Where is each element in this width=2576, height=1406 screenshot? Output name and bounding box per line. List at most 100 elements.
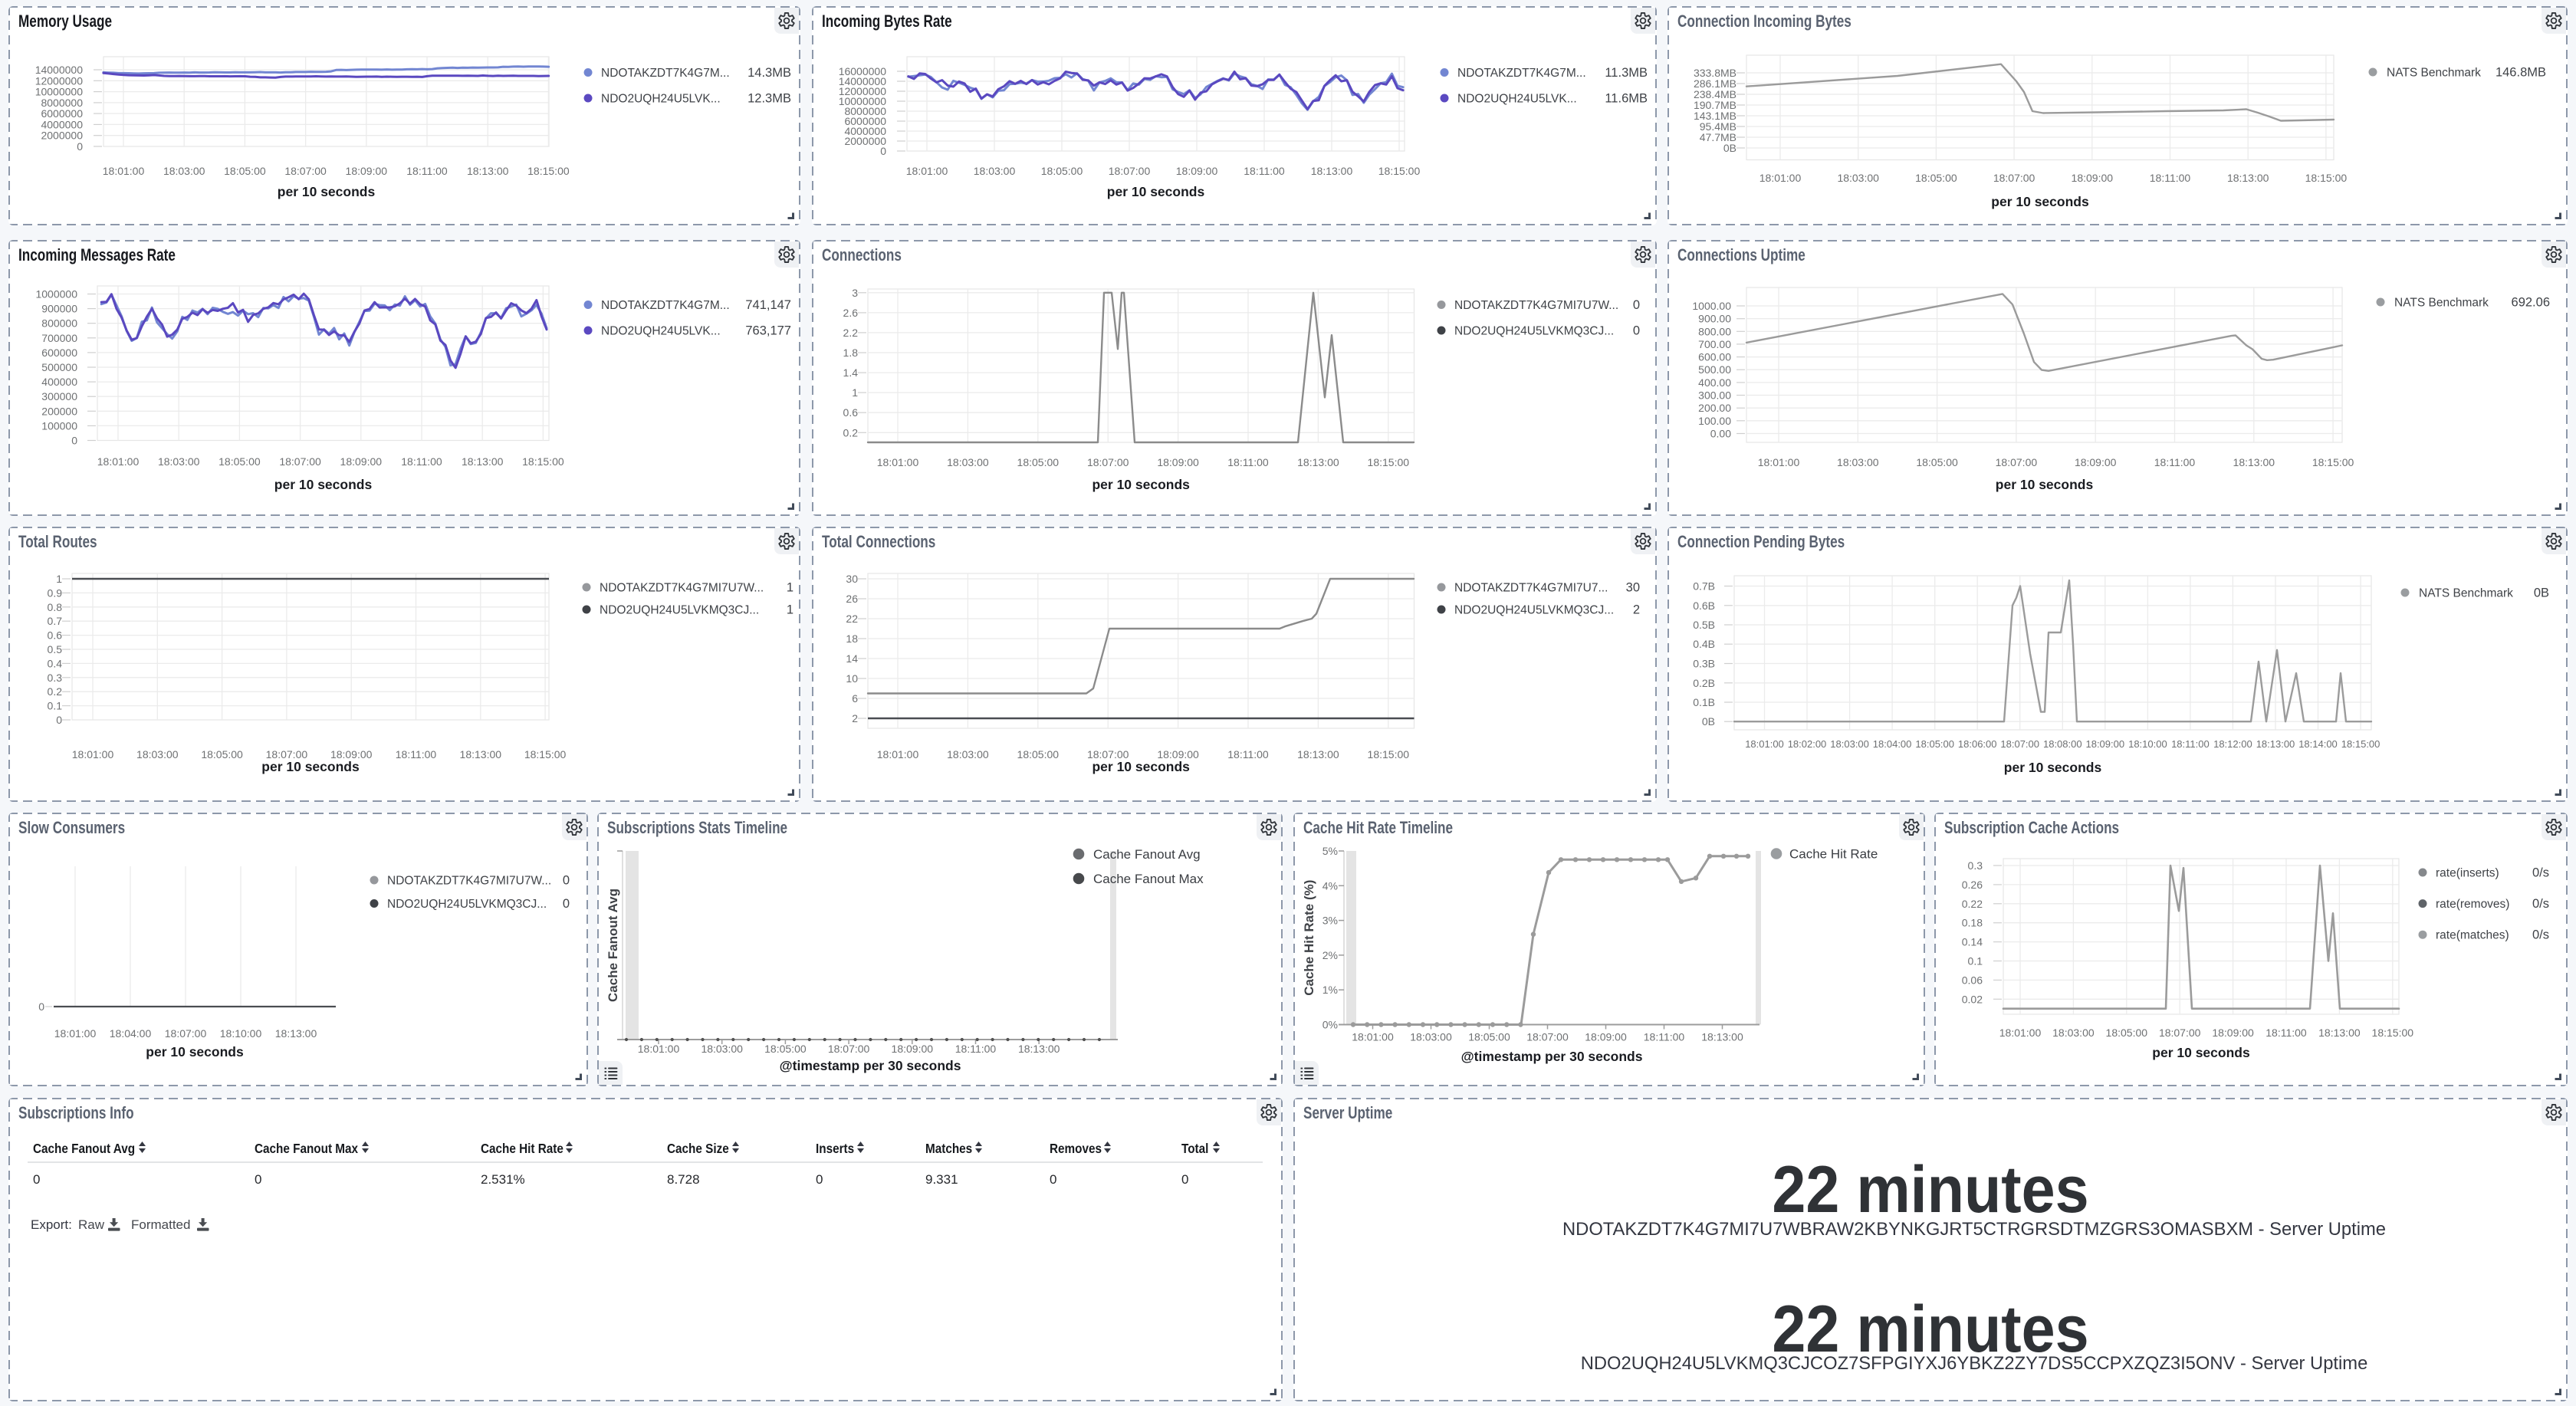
svg-text:14: 14 <box>846 652 858 665</box>
svg-text:0: 0 <box>1633 324 1640 338</box>
svg-text:0: 0 <box>38 1000 44 1013</box>
svg-text:741,147: 741,147 <box>745 298 791 312</box>
svg-text:0.14: 0.14 <box>1962 936 1983 948</box>
svg-text:47.7MB: 47.7MB <box>1700 131 1737 143</box>
svg-text:18:01:00: 18:01:00 <box>906 165 948 177</box>
svg-text:0: 0 <box>33 1172 40 1187</box>
svg-text:Formatted: Formatted <box>131 1217 190 1232</box>
svg-text:22 minutes: 22 minutes <box>1772 1292 2088 1366</box>
svg-text:0.3: 0.3 <box>48 672 63 684</box>
svg-text:0: 0 <box>1050 1172 1056 1187</box>
svg-text:18:01:00: 18:01:00 <box>638 1043 680 1055</box>
svg-text:900000: 900000 <box>41 303 77 315</box>
svg-text:12.3MB: 12.3MB <box>748 92 791 106</box>
svg-text:18:05:00: 18:05:00 <box>1916 456 1958 468</box>
svg-text:per 10 seconds: per 10 seconds <box>278 184 376 199</box>
svg-text:18:11:00: 18:11:00 <box>955 1043 997 1055</box>
svg-text:1000000: 1000000 <box>35 288 77 301</box>
svg-text:per 10 seconds: per 10 seconds <box>1092 759 1190 774</box>
svg-text:per 10 seconds: per 10 seconds <box>1991 194 2089 209</box>
svg-text:18:09:00: 18:09:00 <box>330 748 373 760</box>
svg-text:18:05:00: 18:05:00 <box>1915 172 1957 184</box>
svg-text:22 minutes: 22 minutes <box>1772 1152 2088 1227</box>
svg-text:1: 1 <box>852 386 858 399</box>
svg-text:per 10 seconds: per 10 seconds <box>1107 184 1205 199</box>
svg-text:18:07:00: 18:07:00 <box>1087 456 1129 468</box>
svg-text:NATS Benchmark: NATS Benchmark <box>2419 587 2513 600</box>
svg-text:12000000: 12000000 <box>35 74 84 87</box>
svg-text:18:05:00: 18:05:00 <box>1468 1031 1510 1043</box>
svg-text:0.26: 0.26 <box>1962 879 1983 891</box>
svg-text:18:13:00: 18:13:00 <box>467 165 509 177</box>
svg-text:2: 2 <box>1633 603 1640 617</box>
svg-text:2000000: 2000000 <box>844 135 886 147</box>
svg-text:18:03:00: 18:03:00 <box>974 165 1016 177</box>
svg-text:14000000: 14000000 <box>35 64 84 76</box>
svg-text:0.4: 0.4 <box>48 657 63 669</box>
svg-text:1: 1 <box>56 573 62 585</box>
svg-text:18: 18 <box>846 632 858 645</box>
svg-text:0.2B: 0.2B <box>1693 677 1715 689</box>
svg-text:18:10:00: 18:10:00 <box>220 1027 262 1040</box>
svg-text:0.2: 0.2 <box>48 685 63 698</box>
svg-text:190.7MB: 190.7MB <box>1694 99 1737 111</box>
svg-text:0.00: 0.00 <box>1710 428 1731 440</box>
svg-text:0/s: 0/s <box>2532 897 2549 911</box>
svg-text:1.4: 1.4 <box>843 366 859 379</box>
svg-text:Cache Hit Rate: Cache Hit Rate <box>481 1141 564 1156</box>
svg-text:200.00: 200.00 <box>1698 402 1731 414</box>
svg-text:6000000: 6000000 <box>41 107 83 120</box>
svg-text:18:07:00: 18:07:00 <box>1109 165 1151 177</box>
svg-text:0: 0 <box>563 874 570 888</box>
svg-text:18:05:00: 18:05:00 <box>2106 1027 2148 1039</box>
svg-text:18:04:00: 18:04:00 <box>1873 738 1912 750</box>
svg-text:0%: 0% <box>1322 1019 1338 1031</box>
svg-text:18:01:00: 18:01:00 <box>97 455 140 468</box>
svg-text:0: 0 <box>563 897 570 911</box>
svg-text:500000: 500000 <box>41 361 77 373</box>
svg-text:800000: 800000 <box>41 317 77 330</box>
svg-text:30: 30 <box>1626 581 1640 595</box>
svg-text:18:07:00: 18:07:00 <box>279 455 321 468</box>
svg-text:Connection Incoming Bytes: Connection Incoming Bytes <box>1677 12 1852 31</box>
svg-text:18:09:00: 18:09:00 <box>2075 456 2117 468</box>
svg-text:18:01:00: 18:01:00 <box>54 1027 97 1040</box>
svg-text:300000: 300000 <box>41 390 77 402</box>
svg-text:700.00: 700.00 <box>1698 338 1731 350</box>
svg-text:11.3MB: 11.3MB <box>1605 66 1648 80</box>
svg-text:18:15:00: 18:15:00 <box>1378 165 1421 177</box>
svg-text:Connections: Connections <box>822 246 902 265</box>
svg-text:Incoming Messages Rate: Incoming Messages Rate <box>18 246 176 265</box>
svg-text:18:05:00: 18:05:00 <box>224 165 266 177</box>
svg-text:0.4B: 0.4B <box>1693 638 1715 650</box>
svg-text:Connections Uptime: Connections Uptime <box>1677 246 1806 265</box>
svg-text:18:01:00: 18:01:00 <box>103 165 145 177</box>
svg-text:18:11:00: 18:11:00 <box>2154 456 2196 468</box>
svg-text:0: 0 <box>77 140 83 153</box>
svg-text:0/s: 0/s <box>2532 928 2549 942</box>
svg-text:18:11:00: 18:11:00 <box>2266 1027 2307 1039</box>
svg-text:0.1B: 0.1B <box>1693 696 1715 708</box>
svg-text:Memory Usage: Memory Usage <box>18 12 112 31</box>
svg-text:18:13:00: 18:13:00 <box>2233 456 2275 468</box>
svg-text:NDOTAKZDT7K4G7M...: NDOTAKZDT7K4G7M... <box>601 67 730 80</box>
svg-text:Subscription Cache Actions: Subscription Cache Actions <box>1944 819 2119 838</box>
svg-text:18:11:00: 18:11:00 <box>406 165 448 177</box>
svg-text:18:01:00: 18:01:00 <box>1352 1031 1394 1043</box>
svg-text:18:07:00: 18:07:00 <box>266 748 308 760</box>
svg-text:100000: 100000 <box>41 419 77 432</box>
svg-text:18:03:00: 18:03:00 <box>136 748 179 760</box>
svg-text:18:03:00: 18:03:00 <box>1410 1031 1452 1043</box>
svg-text:18:13:00: 18:13:00 <box>1297 748 1339 760</box>
svg-text:18:05:00: 18:05:00 <box>764 1043 807 1055</box>
svg-text:2: 2 <box>852 712 858 724</box>
svg-text:NDO2UQH24U5LVKMQ3CJ...: NDO2UQH24U5LVKMQ3CJ... <box>1454 325 1614 338</box>
svg-text:@timestamp per 30 seconds: @timestamp per 30 seconds <box>780 1058 961 1073</box>
svg-text:18:07:00: 18:07:00 <box>165 1027 207 1040</box>
svg-text:18:03:00: 18:03:00 <box>947 456 989 468</box>
svg-text:NATS Benchmark: NATS Benchmark <box>2394 297 2489 310</box>
svg-text:9.331: 9.331 <box>925 1172 958 1187</box>
svg-text:Cache Fanout Avg: Cache Fanout Avg <box>33 1141 135 1156</box>
svg-text:NDOTAKZDT7K4G7M...: NDOTAKZDT7K4G7M... <box>601 299 730 312</box>
svg-text:18:07:00: 18:07:00 <box>1526 1031 1569 1043</box>
